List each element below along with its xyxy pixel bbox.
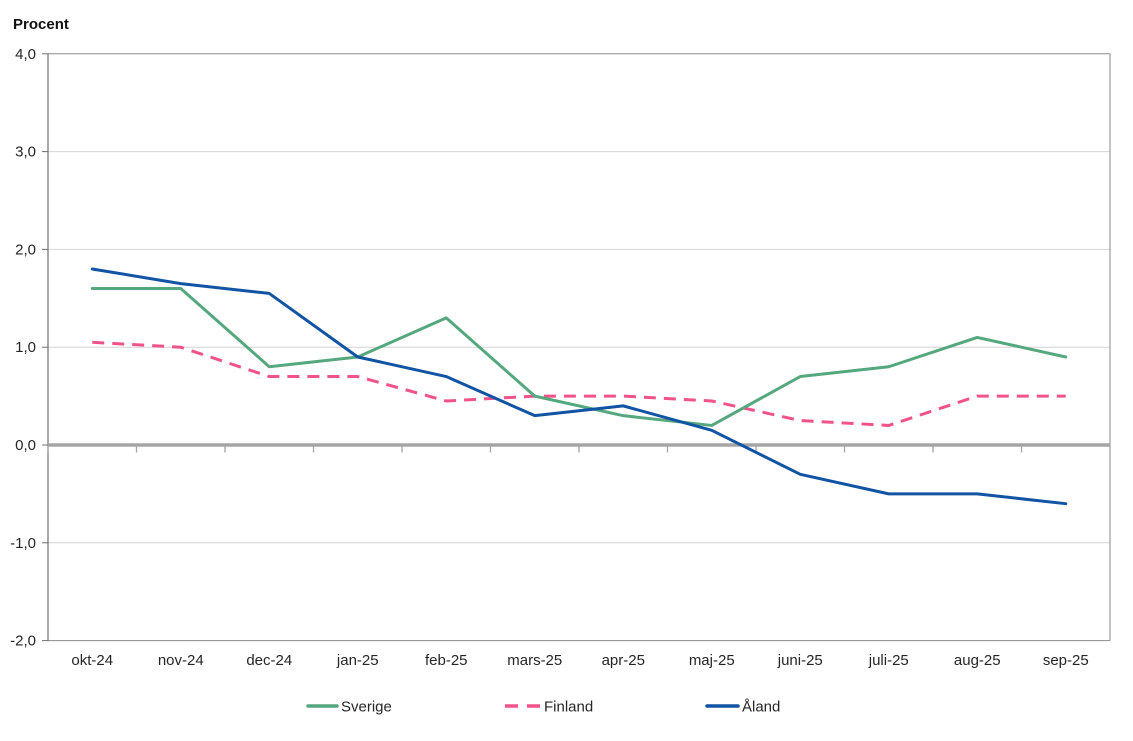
- y-tick-label: 2,0: [15, 241, 36, 258]
- y-tick-label: -1,0: [10, 535, 36, 552]
- x-tick-label: okt-24: [71, 652, 113, 669]
- series-line-åland: [90, 267, 1068, 506]
- series-line-finland: [92, 340, 1066, 427]
- x-tick-label: apr-25: [602, 652, 645, 669]
- x-tick-label: feb-25: [425, 652, 468, 669]
- y-tick-label: 4,0: [15, 46, 36, 63]
- x-tick-label: juli-25: [868, 652, 909, 669]
- y-tick-label: 3,0: [15, 144, 36, 161]
- x-tick-label: mars-25: [507, 652, 562, 669]
- x-tick-label: sep-25: [1043, 652, 1089, 669]
- series-line-sverige: [90, 287, 1068, 427]
- legend-label-åland: Åland: [742, 699, 780, 716]
- x-tick-label: aug-25: [954, 652, 1001, 669]
- x-tick-label: nov-24: [158, 652, 204, 669]
- y-tick-label: 1,0: [15, 339, 36, 356]
- x-tick-label: juni-25: [777, 652, 823, 669]
- legend-label-sverige: Sverige: [341, 699, 392, 716]
- y-tick-label: -2,0: [10, 633, 36, 650]
- legend-label-finland: Finland: [544, 699, 593, 716]
- y-tick-label: 0,0: [15, 437, 36, 454]
- chart-title: Procent: [13, 16, 69, 33]
- x-tick-label: maj-25: [689, 652, 735, 669]
- x-tick-label: dec-24: [246, 652, 292, 669]
- x-tick-label: jan-25: [336, 652, 379, 669]
